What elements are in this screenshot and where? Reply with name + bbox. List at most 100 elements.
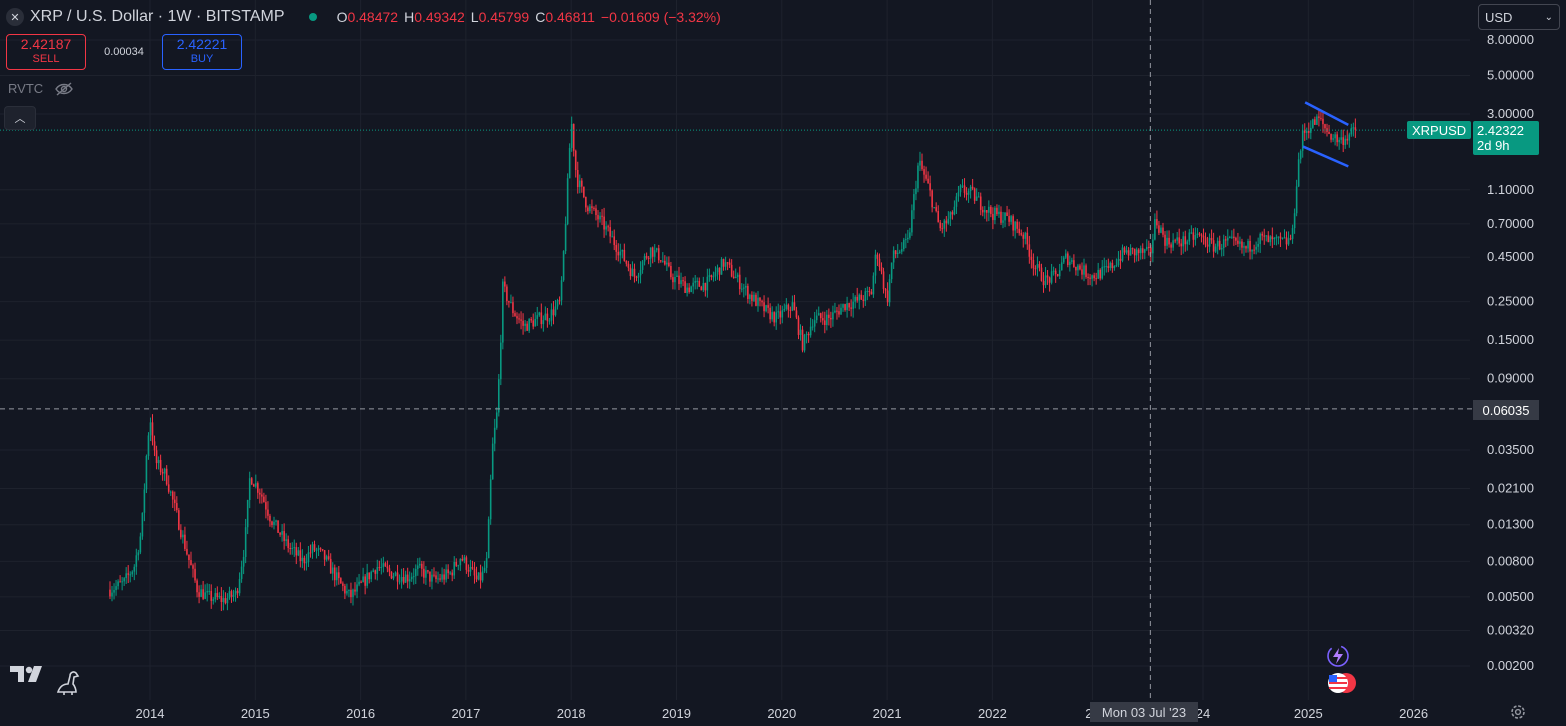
candle-body [331, 567, 334, 574]
candle-body [121, 581, 123, 583]
candle-body [676, 275, 678, 277]
candle-body [467, 569, 470, 572]
collapse-legend-button[interactable]: ︿ [4, 106, 36, 130]
sell-button[interactable]: 2.42187 SELL [6, 34, 86, 70]
candle-body [1267, 235, 1270, 243]
candle-body [821, 318, 824, 321]
market-status-icon[interactable] [308, 13, 317, 21]
candle-body [508, 301, 510, 303]
candle-body [981, 209, 984, 213]
candle-body [1152, 239, 1154, 254]
candle-body [1289, 238, 1292, 240]
candle-body [657, 248, 660, 261]
candle-body [888, 279, 891, 303]
candle-body [1202, 235, 1205, 238]
dinosaur-icon[interactable] [54, 668, 82, 696]
candle-body [880, 266, 883, 272]
candle-body [374, 570, 377, 574]
candle-body [165, 468, 168, 485]
candle-body [696, 280, 699, 282]
candle-body [180, 529, 182, 538]
candle-body [988, 206, 990, 213]
eye-hidden-icon[interactable] [55, 81, 73, 96]
candle-body [362, 576, 364, 583]
candle-body [1113, 265, 1116, 269]
candle-body [850, 307, 852, 309]
candle-body [605, 226, 607, 230]
pattern-trendline[interactable] [1302, 145, 1349, 168]
candle-body [1030, 256, 1033, 260]
candle-body [1115, 265, 1118, 267]
currency-select[interactable]: USD ⌄ [1478, 4, 1560, 30]
us-flag-icon[interactable] [1326, 672, 1358, 694]
candle-body [686, 287, 688, 293]
candle-body [556, 300, 559, 307]
symbol-logo-icon[interactable]: ✕ [6, 8, 24, 26]
candle-body [834, 310, 836, 313]
candle-body [1182, 236, 1185, 247]
candle-body [295, 547, 298, 556]
trade-panel: 2.42187 SELL 0.00034 2.42221 BUY [6, 34, 242, 70]
candle-body [572, 124, 575, 151]
candle-body [1231, 236, 1233, 238]
candle-body [344, 585, 346, 594]
symbol-price-label: XRPUSD [1407, 121, 1472, 139]
candle-body [194, 568, 196, 581]
candle-body [451, 572, 454, 576]
candle-body [678, 275, 680, 285]
candle-body [1312, 119, 1314, 128]
candle-body [439, 578, 441, 580]
candle-body [959, 185, 962, 193]
candle-body [477, 572, 480, 580]
candle-body [1087, 276, 1089, 278]
candle-body [125, 573, 127, 579]
pattern-trendline[interactable] [1304, 101, 1349, 126]
candle-body [975, 196, 978, 201]
candle-body [1162, 227, 1164, 235]
candle-body [188, 554, 190, 561]
candle-body [943, 220, 946, 229]
indicator-legend[interactable]: RVTC [8, 81, 73, 96]
candle-body [690, 286, 692, 293]
candle-body [350, 589, 352, 598]
settings-gear-icon[interactable] [1509, 703, 1527, 721]
tradingview-logo[interactable] [10, 664, 46, 690]
candle-body [528, 319, 530, 331]
candle-body [941, 228, 944, 230]
candle-body [1135, 249, 1138, 256]
candle-body [593, 207, 595, 209]
candle-body [716, 267, 719, 273]
candle-body [902, 239, 905, 250]
price-axis-tick: 1.10000 [1487, 182, 1534, 197]
candle-body [1170, 244, 1172, 248]
candle-body [159, 459, 162, 472]
candle-body [896, 252, 899, 255]
candle-body [443, 574, 445, 580]
candle-body [238, 578, 241, 594]
symbol-title[interactable]: XRP / U.S. Dollar · 1W · BITSTAMP [30, 8, 285, 25]
candle-body [173, 499, 176, 504]
price-axis-tick: 0.25000 [1487, 294, 1534, 309]
time-axis[interactable]: 2014201520162017201820192020202120222024… [136, 706, 1429, 721]
candle-body [935, 207, 937, 212]
candle-body [809, 326, 812, 336]
candle-body [591, 206, 593, 208]
lightning-icon[interactable] [1324, 644, 1352, 668]
candle-body [589, 206, 591, 212]
candle-body [680, 280, 682, 285]
candle-body [781, 310, 784, 318]
price-axis[interactable]: 8.00000 5.00000 3.00000 1.10000 0.70000 0.450… [1487, 32, 1534, 673]
candle-body [712, 276, 715, 278]
candle-body [627, 263, 630, 268]
candle-body [1287, 238, 1290, 245]
candle-body [1129, 248, 1132, 256]
candle-body [1150, 247, 1152, 254]
candle-body [1046, 275, 1049, 278]
candle-body [1164, 234, 1166, 246]
candle-body [1348, 134, 1351, 141]
candle-body [609, 227, 611, 237]
candle-body [1253, 249, 1255, 251]
buy-button[interactable]: 2.42221 BUY [162, 34, 242, 70]
candle-body [852, 301, 854, 309]
